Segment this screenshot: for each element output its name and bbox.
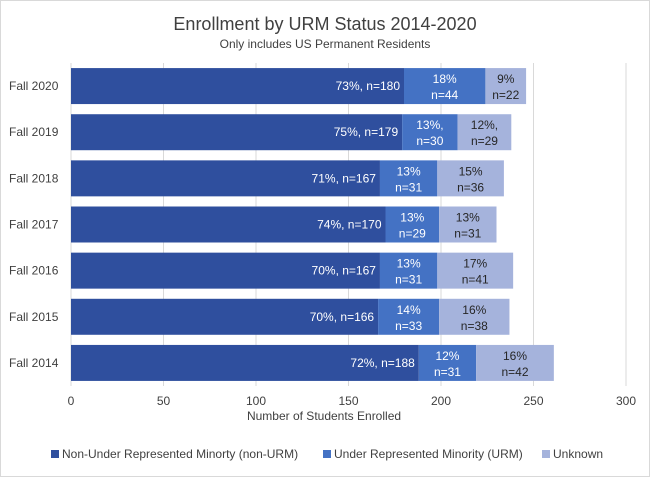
legend-swatch [542, 450, 550, 458]
data-label: 13%, [416, 118, 443, 132]
data-label: 17% [463, 257, 487, 271]
bar-segment [385, 206, 440, 243]
bar-segment [402, 114, 458, 151]
bar-segment [404, 68, 486, 105]
data-label: n=22 [492, 88, 519, 102]
bar-segment [418, 344, 477, 381]
bar-segment [437, 252, 514, 289]
bar-segment [379, 252, 438, 289]
x-axis-tick-labels: 0 50 100 150 200 250 300 [68, 394, 637, 408]
bar-segment [71, 344, 419, 381]
x-tick-label: 100 [246, 394, 266, 408]
category-label: Fall 2017 [9, 218, 59, 232]
chart-subtitle: Only includes US Permanent Residents [220, 37, 431, 51]
data-label: 73%, n=180 [336, 79, 401, 93]
chart-title: Enrollment by URM Status 2014-2020 [173, 14, 476, 34]
data-label: 74%, n=170 [317, 218, 382, 232]
category-labels: Fall 2020 Fall 2019 Fall 2018 Fall 2017 Fall… [9, 79, 59, 370]
bar-segment [71, 206, 386, 243]
data-label: 18% [433, 72, 457, 86]
bar-segment [71, 252, 380, 289]
category-label: Fall 2018 [9, 171, 59, 185]
x-axis-title: Number of Students Enrolled [247, 409, 401, 423]
bar-segment [437, 160, 504, 197]
data-label: n=29 [399, 227, 426, 241]
data-label: 70%, n=167 [312, 264, 377, 278]
x-tick-label: 50 [157, 394, 171, 408]
data-label: 16% [462, 303, 486, 317]
bar-segment [439, 298, 510, 335]
data-label: 9% [497, 72, 515, 86]
category-label: Fall 2016 [9, 264, 59, 278]
bars: 73%, n=180 18% n=44 9% n=22 75%, n=179 13%, n=3… [71, 68, 554, 381]
data-label: n=31 [434, 365, 461, 379]
category-label: Fall 2019 [9, 125, 59, 139]
legend-swatch [51, 450, 59, 458]
bar-segment [476, 344, 554, 381]
data-label: n=33 [395, 319, 422, 333]
data-label: 71%, n=167 [312, 171, 377, 185]
legend: Non-Under Represented Minorty (non-URM) U… [51, 447, 603, 461]
data-label: 14% [397, 303, 421, 317]
data-label: 13% [400, 211, 424, 225]
data-label: 16% [503, 349, 527, 363]
data-label: n=30 [416, 134, 443, 148]
bar-segment [71, 114, 403, 151]
data-label: 75%, n=179 [334, 125, 399, 139]
category-label: Fall 2020 [9, 79, 59, 93]
data-label: 12% [435, 349, 459, 363]
data-label: n=42 [501, 365, 528, 379]
data-label: n=36 [457, 180, 484, 194]
bar-segment [379, 160, 438, 197]
x-tick-label: 0 [68, 394, 75, 408]
bar-segment [457, 114, 512, 151]
data-label: 13% [397, 257, 421, 271]
legend-swatch [323, 450, 331, 458]
data-label: n=44 [431, 88, 458, 102]
legend-label: Unknown [553, 447, 603, 461]
data-label: 13% [397, 164, 421, 178]
legend-label: Under Represented Minority (URM) [334, 447, 523, 461]
x-tick-label: 200 [431, 394, 451, 408]
bar-segment [71, 160, 380, 197]
data-label: n=31 [395, 180, 422, 194]
bar-segment [71, 68, 404, 105]
data-label: n=38 [461, 319, 488, 333]
category-label: Fall 2014 [9, 356, 59, 370]
legend-label: Non-Under Represented Minorty (non-URM) [62, 447, 298, 461]
bar-segment [71, 298, 379, 335]
x-tick-label: 250 [523, 394, 543, 408]
x-tick-label: 300 [616, 394, 636, 408]
data-label: 72%, n=188 [350, 356, 415, 370]
data-label: 12%, [471, 118, 498, 132]
data-label: n=29 [471, 134, 498, 148]
data-label: 70%, n=166 [310, 310, 375, 324]
data-label: 13% [456, 211, 480, 225]
data-label: n=31 [454, 227, 481, 241]
category-label: Fall 2015 [9, 310, 59, 324]
bar-segment [439, 206, 497, 243]
bar-segment [485, 68, 527, 105]
bar-segment [378, 298, 440, 335]
data-label: n=41 [462, 273, 489, 287]
x-tick-label: 150 [338, 394, 358, 408]
data-label: 15% [459, 164, 483, 178]
data-label: n=31 [395, 273, 422, 287]
